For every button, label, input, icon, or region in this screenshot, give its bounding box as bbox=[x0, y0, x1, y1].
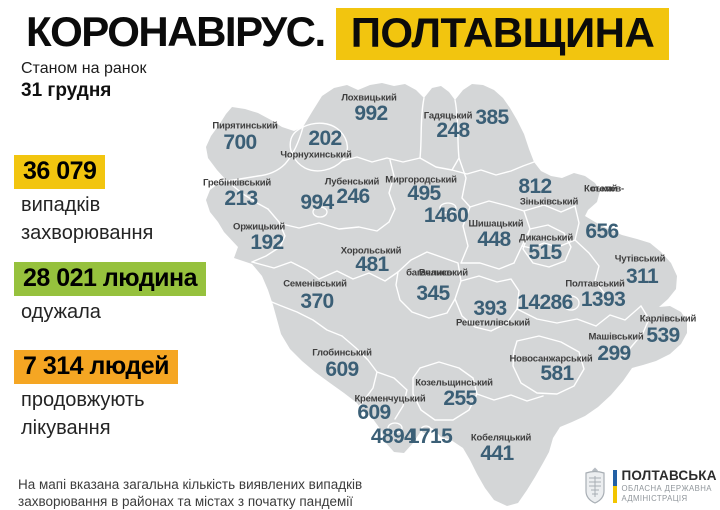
district-case-count: 248 bbox=[436, 119, 470, 142]
stat-recovered-value: 28 021 людина bbox=[14, 262, 207, 296]
district-case-count: 700 bbox=[223, 131, 257, 154]
district-case-count: 255 bbox=[443, 387, 477, 410]
poltava-oda-logo: ПОЛТАВСЬКА ОБЛАСНА ДЕРЖАВНА АДМІНІСТРАЦІ… bbox=[582, 467, 717, 505]
district-case-count: 345 bbox=[416, 282, 450, 305]
status-as-of-label: Станом на ранок bbox=[21, 60, 147, 77]
stat-active-label-line1: продовжують bbox=[21, 389, 145, 411]
district-case-count: 246 bbox=[336, 185, 370, 208]
district-case-count: 213 bbox=[224, 187, 258, 210]
district-case-count: 495 bbox=[407, 182, 441, 205]
district-case-count: 1460 bbox=[423, 204, 469, 227]
district-case-count: 4894 bbox=[370, 425, 416, 448]
district-case-count: 1715 bbox=[407, 425, 453, 448]
district-case-count: 609 bbox=[357, 401, 391, 424]
stat-total-cases-value: 36 079 bbox=[14, 155, 106, 189]
footnote-line2: захворювання в районах та містах з почат… bbox=[18, 493, 354, 509]
district-case-count: 192 bbox=[250, 231, 284, 254]
map-footnote: На мапі вказана загальна кількість виявл… bbox=[18, 477, 362, 510]
logo-subtitle-line1: ОБЛАСНА ДЕРЖАВНА bbox=[621, 483, 712, 493]
stat-active-label-line2: лікування bbox=[21, 417, 111, 439]
stat-total-cases: 36 079 випадків захворювання bbox=[14, 155, 153, 245]
district-case-count: 299 bbox=[597, 342, 631, 365]
logo-text: ПОЛТАВСЬКА ОБЛАСНА ДЕРЖАВНА АДМІНІСТРАЦІ… bbox=[621, 467, 717, 504]
stat-active-value: 7 314 людей bbox=[14, 350, 179, 384]
district-case-count: 609 bbox=[325, 358, 359, 381]
district-case-count: 581 bbox=[540, 362, 574, 385]
ukraine-flag-stripe bbox=[613, 469, 617, 503]
page-title: КОРОНАВІРУС. ПОЛТАВЩИНА bbox=[26, 8, 670, 61]
logo-subtitle-line2: АДМІНІСТРАЦІЯ bbox=[621, 494, 688, 504]
district-borders bbox=[226, 97, 650, 421]
city-enclaves bbox=[312, 202, 580, 435]
district-case-count: 994 bbox=[300, 191, 334, 214]
status-date: 31 грудня bbox=[21, 80, 112, 101]
title-word-region-highlight: ПОЛТАВЩИНА bbox=[335, 8, 670, 61]
district-case-count: 202 bbox=[308, 127, 342, 150]
district-case-count: 14286 bbox=[517, 291, 573, 314]
district-case-count: 515 bbox=[528, 241, 562, 264]
stat-total-cases-label-line2: захворювання bbox=[21, 222, 154, 244]
district-case-count: 311 bbox=[625, 265, 659, 288]
district-case-count: 385 bbox=[475, 106, 509, 129]
district-case-count: 992 bbox=[354, 102, 388, 125]
footnote-line1: На мапі вказана загальна кількість виявл… bbox=[18, 477, 363, 492]
district-case-count: 656 bbox=[585, 220, 619, 243]
title-word-coronavirus: КОРОНАВІРУС. bbox=[26, 8, 326, 55]
district-case-count: 1393 bbox=[580, 288, 626, 311]
district-case-count: 812 bbox=[518, 175, 552, 198]
district-case-count: 393 bbox=[473, 297, 507, 320]
logo-title: ПОЛТАВСЬКА bbox=[621, 467, 717, 483]
stat-recovered-label: одужала bbox=[21, 301, 101, 323]
district-case-count: 370 bbox=[300, 290, 334, 313]
stat-active-cases: 7 314 людей продовжують лікування bbox=[14, 350, 179, 440]
district-case-count: 441 bbox=[480, 442, 514, 465]
stat-recovered: 28 021 людина одужала bbox=[14, 262, 207, 324]
region-outline bbox=[206, 83, 687, 506]
stat-total-cases-label-line1: випадків bbox=[21, 194, 101, 216]
district-case-count: 539 bbox=[646, 324, 680, 347]
district-case-count: 481 bbox=[355, 253, 389, 276]
district-case-count: 448 bbox=[477, 228, 511, 251]
poltava-oda-emblem-icon bbox=[585, 467, 605, 504]
